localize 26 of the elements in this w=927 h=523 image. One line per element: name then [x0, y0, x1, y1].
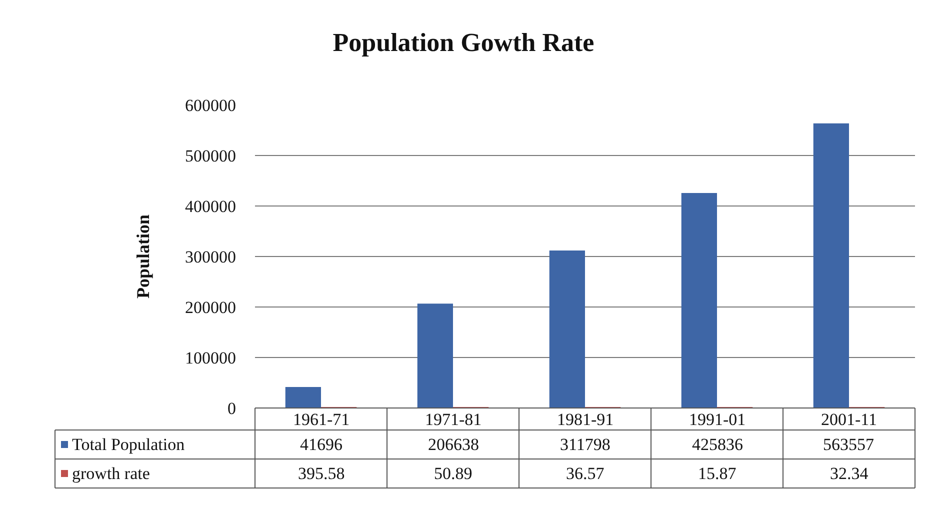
data-label: 311798 [560, 435, 610, 454]
y-tick-label: 400000 [185, 196, 236, 216]
legend-label: Total Population [72, 435, 186, 454]
y-tick-label: 0 [228, 398, 236, 418]
y-tick-label: 500000 [185, 146, 236, 166]
x-tick-label: 1991-01 [689, 410, 746, 429]
data-label: 50.89 [434, 464, 472, 483]
chart-title: Population Gowth Rate [332, 28, 594, 57]
data-label: 36.57 [566, 464, 605, 483]
y-tick-label: 300000 [185, 247, 236, 266]
y-tick-label: 100000 [185, 348, 236, 368]
y-tick-label: 600000 [185, 96, 236, 115]
data-label: 32.34 [830, 464, 869, 483]
data-label: 206638 [428, 435, 479, 454]
x-tick-label: 2001-11 [821, 410, 878, 429]
legend-label: growth rate [72, 464, 150, 483]
x-tick-label: 1971-81 [425, 410, 482, 429]
data-label: 395.58 [298, 464, 345, 483]
y-axis-title: Population [133, 214, 154, 299]
data-label: 15.87 [698, 464, 737, 483]
x-tick-label: 1961-71 [293, 410, 350, 429]
y-tick-label: 200000 [185, 298, 236, 317]
data-label: 563557 [823, 435, 874, 454]
data-label: 41696 [300, 435, 342, 454]
data-label: 425836 [692, 435, 743, 454]
x-tick-label: 1981-91 [557, 410, 614, 429]
